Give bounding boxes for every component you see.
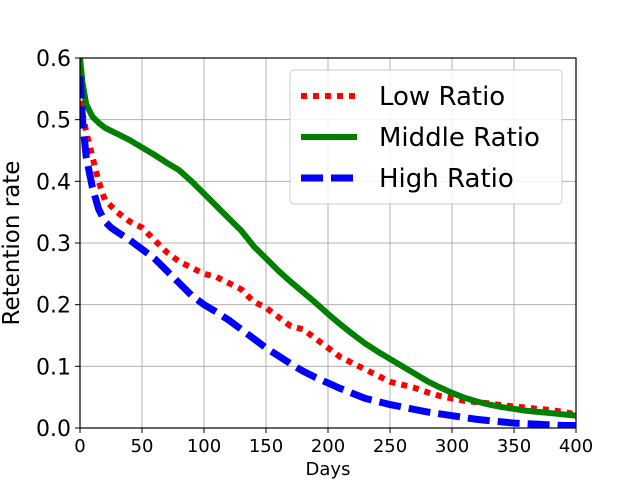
x-tick-label: 400	[559, 436, 593, 457]
x-tick-label: 350	[497, 436, 531, 457]
x-axis: 0 50 100 150 200 250 300 350 400	[74, 428, 593, 457]
y-tick-label: 0.6	[36, 47, 71, 72]
series-line-middle-ratio	[80, 58, 576, 419]
y-axis-label: Retention rate	[0, 161, 25, 326]
legend-label-low-ratio: Low Ratio	[379, 82, 505, 112]
y-tick-label: 0.5	[36, 109, 71, 134]
x-tick-label: 0	[74, 436, 85, 457]
x-tick-label: 150	[249, 436, 283, 457]
y-axis: 0.0 0.1 0.2 0.3 0.4 0.5 0.6	[36, 47, 80, 442]
x-tick-label: 50	[131, 436, 154, 457]
legend-box	[289, 69, 563, 205]
series-layer	[80, 58, 576, 428]
y-tick-label: 0.4	[36, 170, 71, 195]
y-tick-label: 0.3	[36, 232, 71, 257]
y-tick-label: 0.1	[36, 355, 71, 380]
legend-label-high-ratio: High Ratio	[379, 164, 514, 194]
x-tick-label: 300	[435, 436, 469, 457]
series-line-high-ratio	[80, 76, 576, 428]
x-axis-label: Days	[306, 459, 351, 480]
y-tick-label: 0.0	[36, 417, 71, 442]
x-tick-label: 250	[373, 436, 407, 457]
legend: Low Ratio Middle Ratio High Ratio	[289, 69, 563, 205]
x-tick-label: 200	[311, 436, 345, 457]
legend-label-middle-ratio: Middle Ratio	[379, 123, 540, 153]
x-tick-label: 100	[187, 436, 221, 457]
y-tick-label: 0.2	[36, 294, 71, 319]
